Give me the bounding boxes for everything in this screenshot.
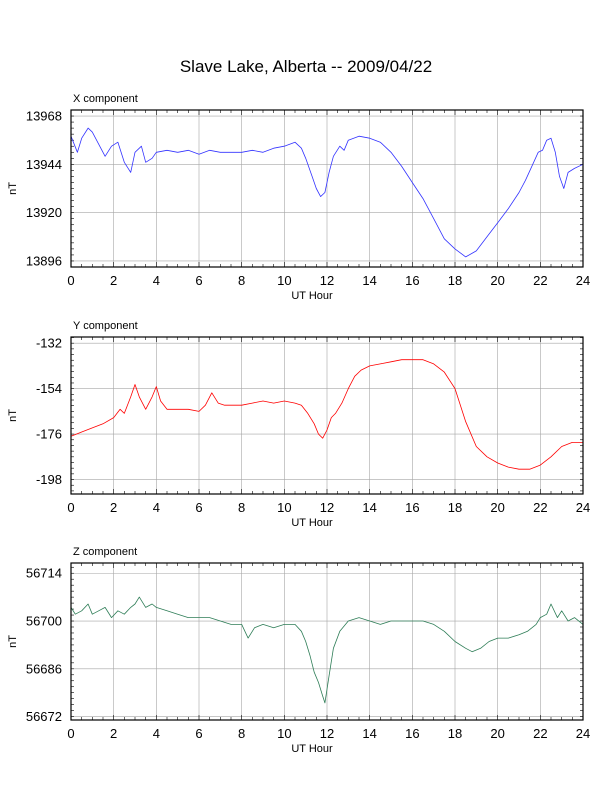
y-tick-label: 13920 (26, 205, 62, 220)
chart-panel-x: 0 2 4 6 8 10 12 14 16 18 20 22 241389613920139441396… (7, 93, 590, 302)
x-tick-label: 2 (110, 726, 117, 741)
y-tick-label: 13896 (26, 253, 62, 268)
x-tick-label: 18 (448, 726, 462, 741)
x-tick-label: 24 (576, 500, 590, 515)
x-tick-label: 12 (320, 726, 334, 741)
x-tick-label: 24 (576, 726, 590, 741)
x-tick-label: 22 (533, 273, 547, 288)
x-tick-label: 4 (153, 500, 160, 515)
series-line-z (70, 596, 584, 704)
x-tick-label: 12 (320, 273, 334, 288)
y-axis-label: nT (7, 409, 19, 422)
x-tick-label: 14 (362, 273, 376, 288)
x-axis-label: UT Hour (291, 517, 333, 529)
y-axis-label: nT (7, 635, 19, 648)
x-tick-label: 24 (576, 273, 590, 288)
x-tick-label: 22 (533, 726, 547, 741)
x-tick-label: 8 (238, 273, 245, 288)
x-axis-label: UT Hour (291, 290, 333, 302)
x-tick-label: 6 (195, 273, 202, 288)
x-tick-label: 6 (195, 726, 202, 741)
x-tick-label: 0 (67, 726, 74, 741)
y-axis-label: nT (7, 182, 19, 195)
panel-title-x: X component (73, 93, 138, 105)
y-tick-label: 56672 (26, 709, 62, 724)
y-tick-label: 56686 (26, 661, 62, 676)
x-tick-label: 6 (195, 500, 202, 515)
x-tick-label: 14 (362, 500, 376, 515)
x-tick-label: 14 (362, 726, 376, 741)
x-tick-label: 18 (448, 273, 462, 288)
chart-panel-z: 0 2 4 6 8 10 12 14 16 18 20 22 245667256686567005671… (7, 546, 590, 755)
x-tick-label: 20 (490, 500, 504, 515)
y-tick-label: -176 (36, 427, 62, 442)
x-tick-label: 4 (153, 726, 160, 741)
series-line-y (70, 359, 583, 470)
x-tick-label: 20 (490, 726, 504, 741)
x-tick-label: 2 (110, 500, 117, 515)
y-tick-label: -198 (36, 472, 62, 487)
y-tick-label: 13944 (26, 157, 62, 172)
x-tick-label: 10 (277, 726, 291, 741)
x-axis-label: UT Hour (291, 743, 333, 755)
panel-title-z: Z component (73, 546, 137, 558)
x-tick-label: 22 (533, 500, 547, 515)
page-title: Slave Lake, Alberta -- 2009/04/22 (179, 57, 433, 76)
y-tick-label: 56714 (26, 566, 62, 581)
x-tick-label: 16 (405, 273, 419, 288)
plot-frame (70, 336, 584, 495)
x-tick-label: 18 (448, 500, 462, 515)
x-tick-label: 12 (320, 500, 334, 515)
x-tick-label: 4 (153, 273, 160, 288)
panel-title-y: Y component (73, 320, 138, 332)
series-line-x (70, 127, 584, 258)
x-tick-label: 8 (238, 726, 245, 741)
x-tick-label: 0 (67, 500, 74, 515)
y-tick-label: -132 (36, 336, 62, 351)
x-tick-label: 20 (490, 273, 504, 288)
x-tick-label: 0 (67, 273, 74, 288)
y-tick-label: -154 (36, 381, 62, 396)
y-tick-label: 56700 (26, 614, 62, 629)
x-tick-label: 16 (405, 726, 419, 741)
y-tick-label: 13968 (26, 109, 62, 124)
x-tick-label: 10 (277, 273, 291, 288)
plot-frame (70, 109, 584, 268)
plot-frame (70, 562, 584, 721)
x-tick-label: 2 (110, 273, 117, 288)
x-tick-label: 10 (277, 500, 291, 515)
x-tick-label: 8 (238, 500, 245, 515)
x-tick-label: 16 (405, 500, 419, 515)
